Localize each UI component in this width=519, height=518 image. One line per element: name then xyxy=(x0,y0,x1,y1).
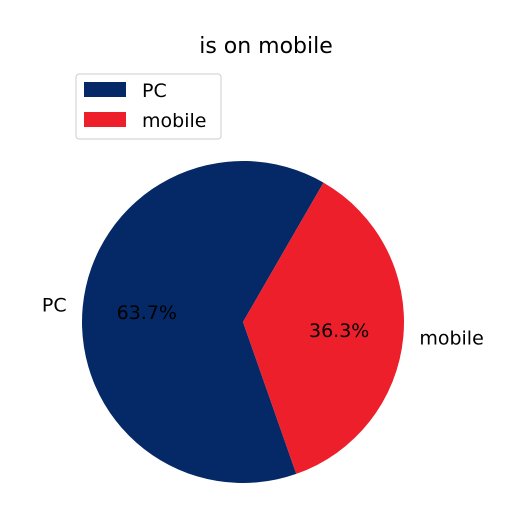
pie-labels: PC 63.7% mobile 36.3% xyxy=(42,295,484,350)
slice-label-pc: PC xyxy=(42,295,67,317)
legend-swatch-mobile xyxy=(84,112,126,127)
legend-label-mobile: mobile xyxy=(142,110,206,132)
chart-title: is on mobile xyxy=(199,34,333,59)
slice-percent-mobile: 36.3% xyxy=(309,320,369,342)
pie-slices xyxy=(82,161,405,484)
slice-percent-pc: 63.7% xyxy=(117,302,177,324)
pie-slice-pc xyxy=(82,161,324,484)
pie-slice-mobile xyxy=(243,182,405,474)
legend-label-pc: PC xyxy=(142,80,167,102)
legend-swatch-pc xyxy=(84,82,126,97)
chart-legend: PC mobile xyxy=(75,73,222,140)
slice-label-mobile: mobile xyxy=(419,327,483,349)
